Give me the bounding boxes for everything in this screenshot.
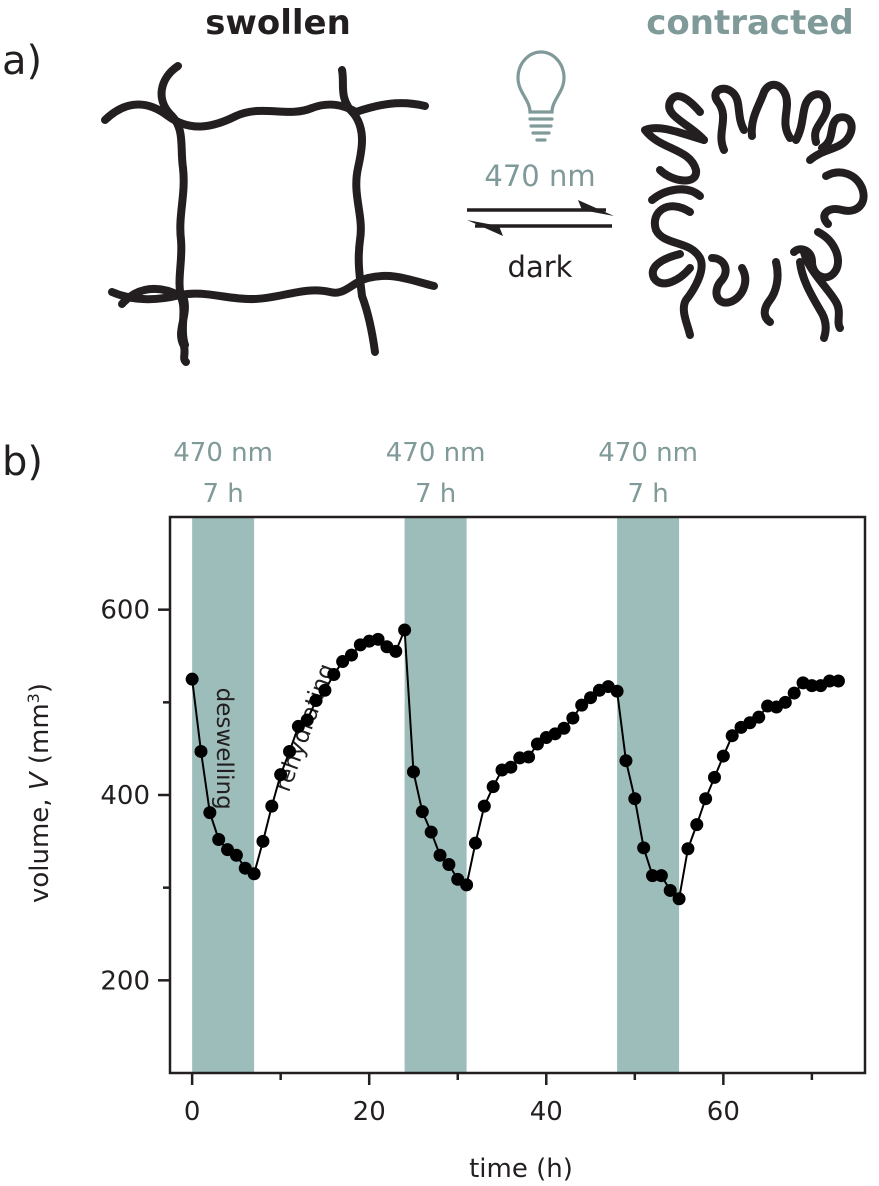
plot-axes: 0 20 40 60 200 400 600 bbox=[100, 515, 867, 1127]
y-axis-title-close: ) bbox=[25, 683, 55, 693]
contracted-label: contracted bbox=[646, 3, 854, 43]
x-tick-label: 60 bbox=[707, 1097, 740, 1127]
light-bulb-icon bbox=[516, 50, 566, 142]
data-point bbox=[787, 686, 801, 700]
data-point bbox=[654, 869, 668, 883]
x-tick-label: 20 bbox=[353, 1097, 386, 1127]
data-point bbox=[283, 744, 297, 758]
band-label-duration: 7 h bbox=[627, 479, 668, 509]
data-point bbox=[433, 848, 447, 862]
data-point bbox=[371, 632, 385, 646]
data-point bbox=[415, 805, 429, 819]
swollen-network-illustration bbox=[101, 62, 438, 366]
data-point bbox=[327, 668, 341, 682]
band-label-duration: 7 h bbox=[202, 479, 243, 509]
x-tick-label: 40 bbox=[530, 1097, 563, 1127]
data-point bbox=[185, 672, 199, 686]
y-tick-label: 200 bbox=[100, 966, 150, 996]
data-point bbox=[663, 883, 677, 897]
data-point bbox=[229, 848, 243, 862]
data-point bbox=[398, 623, 412, 637]
data-point bbox=[831, 674, 845, 688]
data-point bbox=[194, 744, 208, 758]
y-axis-title-variable: V bbox=[25, 770, 55, 790]
x-tick-label: 0 bbox=[184, 1097, 201, 1127]
data-point bbox=[610, 684, 624, 698]
data-point bbox=[716, 749, 730, 763]
data-point bbox=[681, 842, 695, 856]
x-axis-title: time (h) bbox=[469, 1154, 573, 1184]
data-point bbox=[690, 818, 704, 832]
data-point bbox=[699, 792, 713, 806]
data-point bbox=[566, 711, 580, 725]
illumination-band bbox=[404, 517, 467, 1073]
data-point bbox=[637, 841, 651, 855]
equilibrium-arrows bbox=[467, 200, 614, 236]
data-point bbox=[318, 683, 332, 697]
contracted-network-illustration bbox=[641, 80, 868, 342]
band-label-wavelength: 470 nm bbox=[386, 438, 486, 468]
data-point bbox=[477, 799, 491, 813]
chart-annotation: deswelling bbox=[211, 688, 237, 810]
data-point bbox=[265, 799, 279, 813]
data-point bbox=[486, 780, 500, 794]
data-point bbox=[557, 721, 571, 735]
data-point bbox=[575, 698, 589, 712]
forward-condition-label: 470 nm bbox=[484, 159, 595, 193]
data-point bbox=[504, 760, 518, 774]
y-axis-title-unit: (mm bbox=[25, 703, 55, 772]
reverse-arrowhead bbox=[467, 220, 503, 236]
data-point bbox=[628, 792, 642, 806]
data-point bbox=[442, 858, 456, 871]
data-point bbox=[725, 729, 739, 743]
illumination-band bbox=[617, 517, 680, 1073]
data-point bbox=[522, 750, 536, 764]
data-point bbox=[460, 878, 474, 892]
reverse-condition-label: dark bbox=[508, 250, 573, 284]
data-point bbox=[247, 867, 261, 881]
data-point bbox=[274, 768, 288, 782]
band-label-wavelength: 470 nm bbox=[598, 438, 698, 468]
illumination-bands bbox=[192, 517, 680, 1073]
data-point bbox=[406, 765, 420, 779]
data-point bbox=[256, 834, 270, 848]
data-point bbox=[778, 695, 792, 709]
y-axis-title-superscript: 3 bbox=[24, 693, 43, 703]
data-point bbox=[468, 836, 482, 850]
data-point bbox=[707, 770, 721, 784]
data-point bbox=[203, 806, 217, 820]
band-label-wavelength: 470 nm bbox=[173, 438, 273, 468]
data-point bbox=[300, 713, 314, 727]
data-point bbox=[584, 691, 598, 705]
y-tick-label: 400 bbox=[100, 781, 150, 811]
data-point bbox=[389, 644, 403, 658]
y-axis-title: volume, V (mm3) bbox=[24, 683, 56, 903]
data-point bbox=[424, 825, 438, 839]
panel-b-label: b) bbox=[2, 439, 43, 485]
band-label-duration: 7 h bbox=[415, 479, 456, 509]
data-point bbox=[309, 693, 323, 707]
forward-arrowhead bbox=[578, 200, 614, 216]
panel-a-label: a) bbox=[2, 38, 42, 84]
y-tick-label: 600 bbox=[100, 596, 150, 626]
illumination-labels: 470 nm 7 h 470 nm 7 h 470 nm 7 h bbox=[173, 438, 698, 509]
data-point bbox=[344, 648, 358, 662]
data-point bbox=[672, 892, 686, 906]
y-axis-title-prefix: volume, bbox=[25, 790, 55, 903]
data-point bbox=[619, 754, 633, 768]
swollen-label: swollen bbox=[205, 3, 351, 43]
data-point bbox=[212, 832, 226, 846]
series-markers bbox=[185, 623, 845, 906]
illumination-band bbox=[192, 517, 255, 1073]
data-point bbox=[752, 710, 766, 724]
